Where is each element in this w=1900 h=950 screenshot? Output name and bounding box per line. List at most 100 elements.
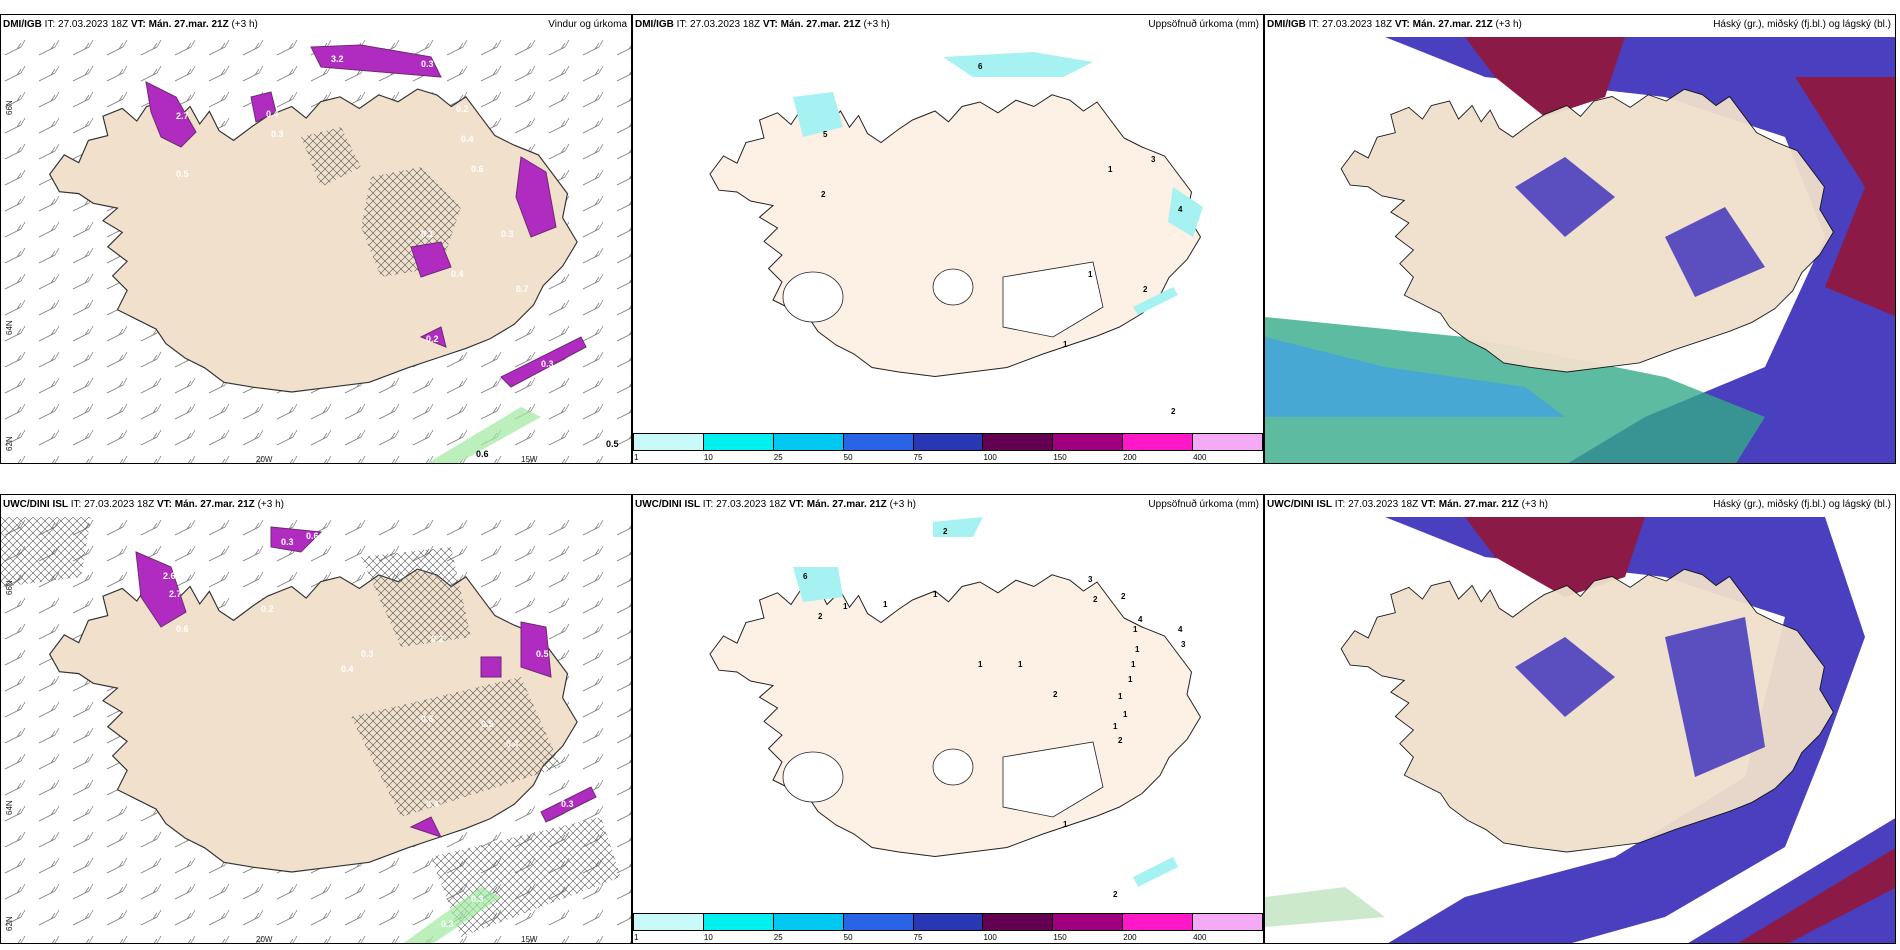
panel-header: DMI/IGB IT: 27.03.2023 18Z VT: Mán. 27.m… — [3, 19, 258, 30]
accum-label: 3 — [1181, 640, 1186, 649]
precip-label: 0.3 — [281, 537, 294, 547]
colorbar-tick: 10 — [703, 453, 713, 462]
colorbar-swatch — [702, 433, 774, 451]
lon-label: 15W — [521, 455, 538, 464]
precip-label: 0.3 — [471, 894, 484, 904]
precip-label: 0.6 — [176, 624, 189, 634]
accum-label: 1 — [1128, 675, 1133, 684]
colorbar-tick: 25 — [773, 933, 783, 942]
precip-label: 0.1 — [421, 229, 434, 239]
map-canvas — [1265, 37, 1895, 463]
precip-label: 0.6 — [471, 164, 484, 174]
map-canvas: 3.2 0.3 2.7 0.4 0.2 0.3 0.5 0.4 0.6 0.3 … — [1, 37, 631, 463]
accum-label: 6 — [978, 62, 983, 71]
accum-label: 2 — [818, 612, 823, 621]
colorbar-swatch — [982, 433, 1054, 451]
accum-label: 4 — [1178, 625, 1183, 634]
panel-clouds-dmi: DMI/IGB IT: 27.03.2023 18Z VT: Mán. 27.m… — [1264, 14, 1896, 464]
precip-label: 0.7 — [516, 284, 529, 294]
accum-label: 2 — [1113, 890, 1118, 899]
panel-title: Uppsöfnuð úrkoma (mm) — [1148, 19, 1259, 30]
precip-label: 2.7 — [176, 111, 189, 121]
precip-label: 0.4 — [426, 799, 439, 809]
panel-wind-precip-dmi: DMI/IGB IT: 27.03.2023 18Z VT: Mán. 27.m… — [0, 14, 632, 464]
precip-label: 0.3 — [501, 229, 514, 239]
colorbar-tick: 150 — [1053, 453, 1067, 462]
precip-label: 0.5 — [176, 169, 189, 179]
lon-label: 20W — [256, 935, 273, 944]
colorbar-tick: 50 — [843, 933, 853, 942]
precip-label: 0.4 — [451, 269, 464, 279]
panel-header: DMI/IGB IT: 27.03.2023 18Z VT: Mán. 27.m… — [1267, 19, 1522, 30]
lon-label: 15W — [521, 935, 538, 944]
precip-label: 0.2 — [431, 634, 444, 644]
accum-label: 1 — [1108, 165, 1113, 174]
precip-label: 2.7 — [169, 589, 182, 599]
precip-label: 0.3 — [421, 59, 434, 69]
precip-label: 0.6 — [421, 714, 434, 724]
colorbar-swatch — [912, 433, 984, 451]
colorbar-tick: 25 — [773, 453, 783, 462]
accum-label: 2 — [1093, 595, 1098, 604]
accum-label: 1 — [1063, 820, 1068, 829]
precip-label: 0.3 — [271, 129, 284, 139]
panel-header: DMI/IGB IT: 27.03.2023 18Z VT: Mán. 27.m… — [635, 19, 890, 30]
precip-label: 0.4 — [506, 739, 519, 749]
precip-label: 0.5 — [536, 649, 549, 659]
accum-label: 6 — [803, 572, 808, 581]
precip-labels: 3.2 0.3 2.7 0.4 0.2 0.3 0.5 0.4 0.6 0.3 … — [176, 54, 619, 459]
accum-label: 2 — [1121, 592, 1126, 601]
accum-label: 3 — [1088, 575, 1093, 584]
precip-label: 0.6 — [306, 531, 319, 541]
map-canvas: 6 5 2 1 3 4 1 2 1 2 — [709, 52, 1203, 416]
panel-header: UWC/DINI ISL IT: 27.03.2023 18Z VT: Mán.… — [635, 499, 916, 510]
colorbar-tick: 200 — [1123, 933, 1137, 942]
colorbar-swatch — [633, 913, 704, 931]
accum-label: 5 — [823, 130, 828, 139]
precip-label: 0.5 — [481, 719, 494, 729]
accum-label: 1 — [978, 660, 983, 669]
colorbar-swatch — [912, 913, 984, 931]
panel-accum-precip-dmi: DMI/IGB IT: 27.03.2023 18Z VT: Mán. 27.m… — [632, 14, 1264, 464]
map-canvas: 0.3 0.6 2.6 2.7 0.6 0.2 0.4 0.3 0.2 0.6 … — [1, 517, 631, 943]
colorbar-tick: 200 — [1123, 453, 1137, 462]
precip-label: 0.3 — [441, 919, 454, 929]
accum-label: 2 — [1143, 285, 1148, 294]
precip-label: 0.5 — [606, 439, 619, 449]
accum-label: 1 — [933, 590, 938, 599]
accum-label: 2 — [1118, 736, 1123, 745]
colorbar-swatch — [1052, 913, 1124, 931]
panel-title: Vindur og úrkoma — [548, 19, 627, 30]
precip-label: 0.4 — [341, 664, 354, 674]
accum-label: 4 — [1138, 615, 1143, 624]
accum-label: 2 — [821, 190, 826, 199]
panel-header: UWC/DINI ISL IT: 27.03.2023 18Z VT: Mán.… — [1267, 499, 1548, 510]
precip-label: 0.3 — [541, 359, 554, 369]
panel-title: Háský (gr.), miðský (fj.bl.) og lágský (… — [1713, 499, 1891, 510]
panel-accum-precip-uwc: UWC/DINI ISL IT: 27.03.2023 18Z VT: Mán.… — [632, 494, 1264, 944]
accum-label: 1 — [1118, 692, 1123, 701]
colorbar-tick: 10 — [703, 933, 713, 942]
map-canvas — [1265, 517, 1895, 943]
accum-label: 1 — [1131, 660, 1136, 669]
precip-label: 3.2 — [331, 54, 344, 64]
colorbar-swatch — [1052, 433, 1124, 451]
lat-label: 64N — [5, 320, 14, 335]
colorbar-swatch — [842, 433, 914, 451]
colorbar-swatch — [982, 913, 1054, 931]
lat-label: 66N — [5, 580, 14, 595]
colorbar-swatch — [1192, 913, 1263, 931]
colorbar-swatch — [633, 433, 704, 451]
precip-label: 0.2 — [261, 604, 274, 614]
colorbar-tick: 150 — [1053, 933, 1067, 942]
precip-label: 0.4 — [266, 109, 279, 119]
precip-label: 2.6 — [163, 571, 176, 581]
colorbar-tick: 75 — [913, 933, 923, 942]
panel-clouds-uwc: UWC/DINI ISL IT: 27.03.2023 18Z VT: Mán.… — [1264, 494, 1896, 944]
colorbar-tick: 50 — [843, 453, 853, 462]
colorbar-tick: 100 — [983, 933, 997, 942]
accum-label: 1 — [1113, 722, 1118, 731]
lat-label: 62N — [5, 916, 14, 931]
colorbar-tick: 1 — [634, 453, 639, 462]
accum-label: 1 — [1123, 710, 1128, 719]
